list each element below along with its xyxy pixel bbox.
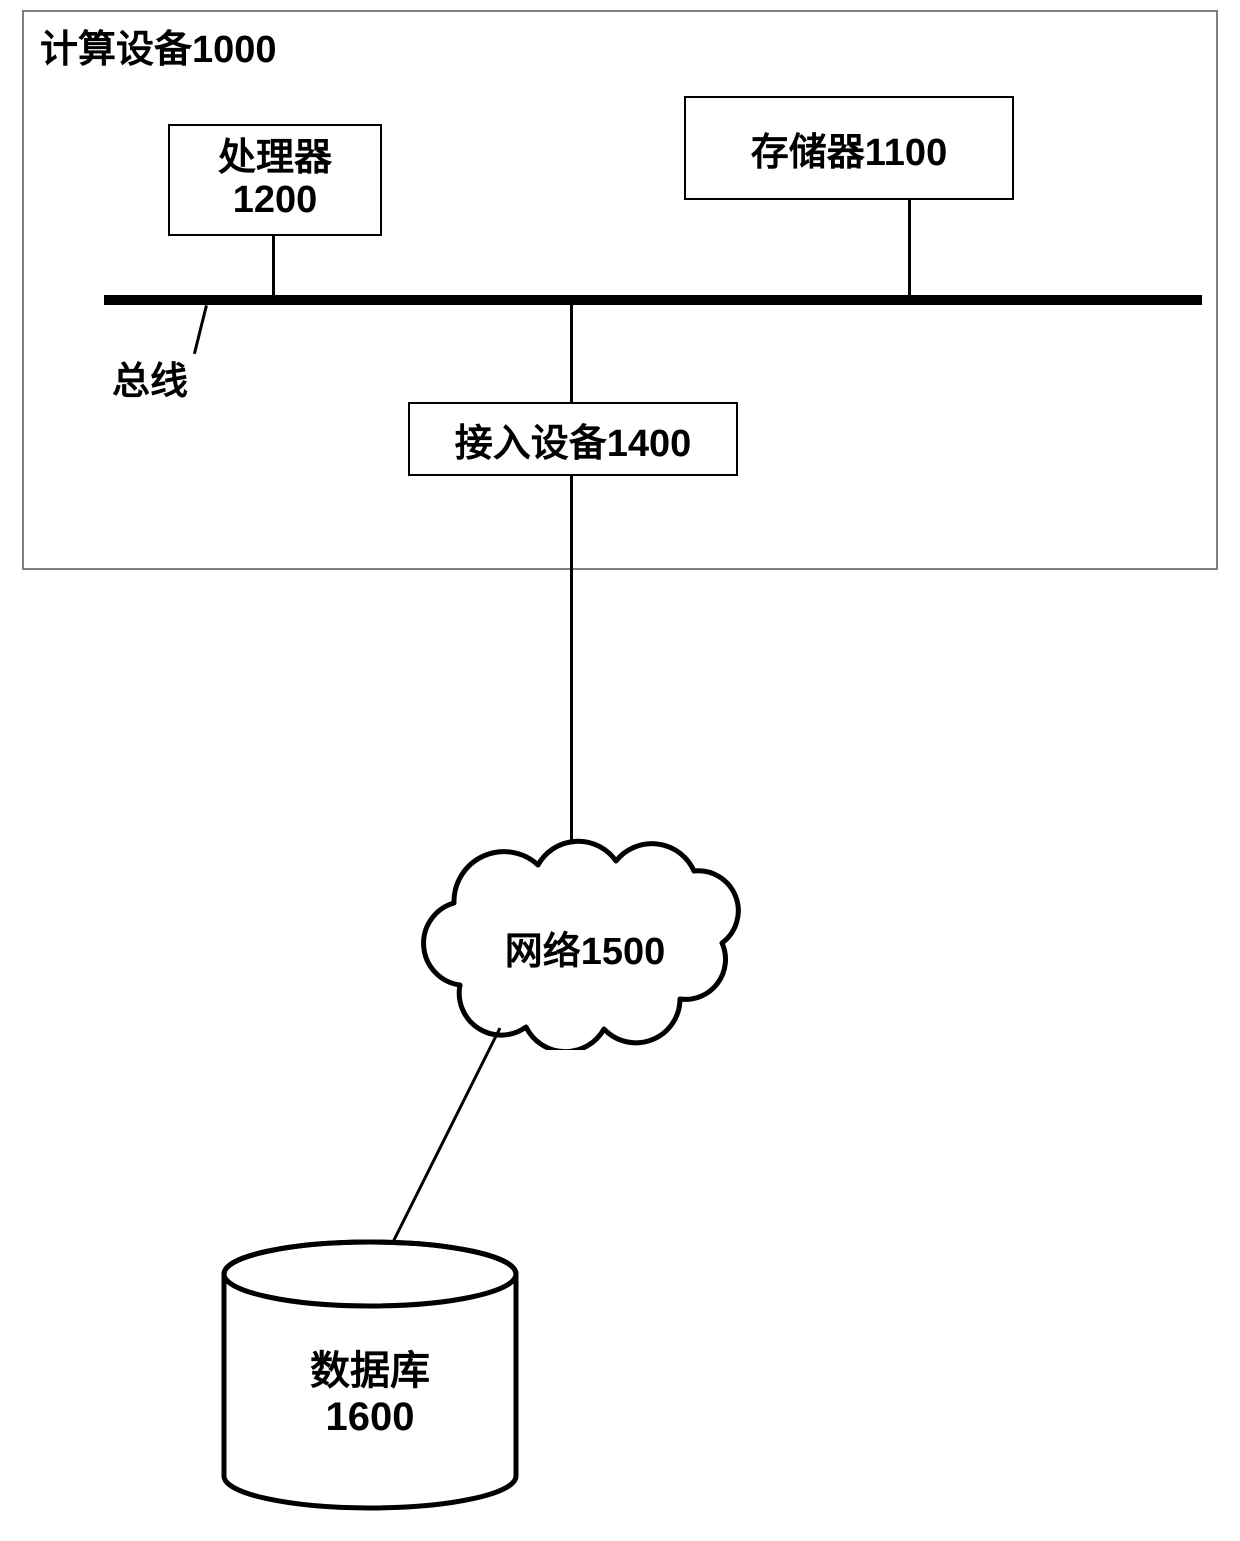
- database-label: 数据库 1600: [220, 1348, 520, 1440]
- processor-label-line1: 处理器: [218, 138, 332, 180]
- access-to-cloud-line: [570, 476, 573, 860]
- processor-box: 处理器 1200: [168, 124, 382, 236]
- network-cloud: 网络1500: [400, 830, 770, 1050]
- memory-box: 存储器1100: [684, 96, 1014, 200]
- bus-label: 总线: [112, 350, 188, 405]
- memory-label: 存储器1100: [751, 121, 947, 176]
- database-label-line2: 1600: [220, 1394, 520, 1440]
- diagram-canvas: 计算设备1000 处理器 1200 存储器1100 总线 接入设备1400 网络…: [0, 0, 1240, 1541]
- computing-device-title: 计算设备1000: [40, 18, 277, 73]
- computing-device-box: [22, 10, 1218, 570]
- bus-line: [104, 295, 1202, 305]
- access-device-box: 接入设备1400: [408, 402, 738, 476]
- processor-to-bus-line: [272, 236, 275, 295]
- access-device-label: 接入设备1400: [455, 412, 692, 467]
- database-label-line1: 数据库: [220, 1348, 520, 1394]
- bus-to-access-line: [570, 305, 573, 402]
- network-label: 网络1500: [400, 920, 770, 975]
- database-cylinder: 数据库 1600: [220, 1238, 520, 1512]
- memory-to-bus-line: [908, 200, 911, 295]
- processor-label-line2: 1200: [233, 180, 318, 222]
